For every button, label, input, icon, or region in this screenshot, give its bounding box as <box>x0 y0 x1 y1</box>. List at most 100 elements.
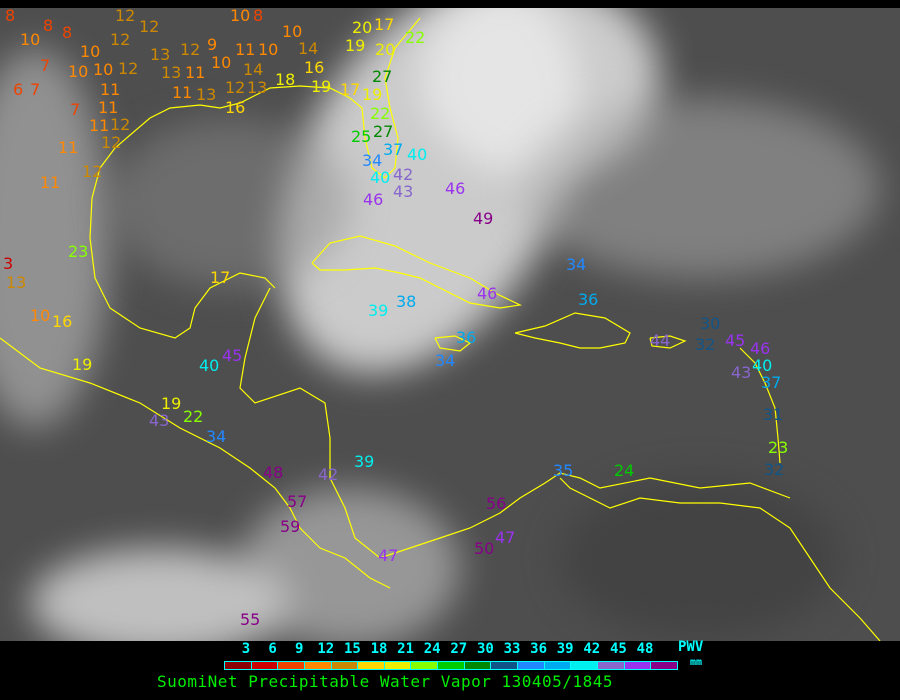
legend-swatch <box>384 662 412 669</box>
legend-tick-labels: 3 6 9 12 15 18 21 24 27 30 33 36 39 42 45 48 <box>222 641 662 659</box>
station-pwv-value: 12 <box>225 78 246 97</box>
station-pwv-value: 35 <box>553 461 574 480</box>
legend-tick: 39 <box>556 641 574 657</box>
legend-swatch <box>544 662 572 669</box>
legend-tick: 33 <box>503 641 521 657</box>
station-pwv-value: 38 <box>396 292 417 311</box>
map-caption: SuomiNet Precipitable Water Vapor 130405… <box>157 672 613 691</box>
station-pwv-value: 13 <box>161 63 182 82</box>
station-pwv-value: 16 <box>225 98 246 117</box>
legend-swatch <box>251 662 279 669</box>
legend-tick: 3 <box>241 641 251 657</box>
station-pwv-value: 43 <box>393 182 414 201</box>
station-pwv-value: 7 <box>30 80 41 99</box>
station-pwv-value: 16 <box>52 312 73 331</box>
unit-sub-label: mm <box>690 657 703 668</box>
legend-tick: 36 <box>530 641 548 657</box>
legend-tick: 9 <box>294 641 304 657</box>
lesser-antilles <box>739 347 781 464</box>
legend-tick: 48 <box>636 641 654 657</box>
legend-swatch <box>491 662 519 669</box>
cloud-band <box>110 118 350 288</box>
station-pwv-value: 22 <box>183 407 204 426</box>
station-pwv-value: 13 <box>150 45 171 64</box>
station-pwv-value: 10 <box>93 60 114 79</box>
station-pwv-value: 19 <box>345 36 366 55</box>
legend-swatch <box>331 662 359 669</box>
station-pwv-value: 17 <box>374 15 395 34</box>
station-pwv-value: 22 <box>405 28 426 47</box>
station-pwv-value: 24 <box>614 461 635 480</box>
station-pwv-value: 46 <box>363 190 384 209</box>
station-pwv-value: 40 <box>407 145 428 164</box>
station-pwv-value: 17 <box>210 268 231 287</box>
station-pwv-value: 44 <box>650 331 671 350</box>
legend-tick: 27 <box>450 641 468 657</box>
station-pwv-value: 8 <box>5 8 16 25</box>
coastlines <box>0 17 881 641</box>
station-pwv-value: 32 <box>764 460 785 479</box>
mexico-coast <box>89 167 276 339</box>
station-pwv-value: 55 <box>240 610 261 629</box>
station-pwv-value: 7 <box>70 100 81 119</box>
station-pwv-value: 36 <box>578 290 599 309</box>
station-pwv-value: 23 <box>768 438 789 457</box>
station-pwv-value: 36 <box>456 328 477 347</box>
station-pwv-value: 14 <box>298 39 319 58</box>
station-pwv-value: 45 <box>725 331 746 350</box>
station-pwv-value: 47 <box>495 528 516 547</box>
station-pwv-value: 8 <box>62 23 73 42</box>
station-pwv-value: 31 <box>763 405 784 424</box>
station-pwv-value: 34 <box>362 151 383 170</box>
station-pwv-value: 57 <box>287 492 308 511</box>
station-pwv-value: 10 <box>80 42 101 61</box>
legend-swatch <box>624 662 652 669</box>
station-pwv-value: 7 <box>40 56 51 75</box>
station-pwv-value: 8 <box>253 8 264 25</box>
legend-tick: 18 <box>370 641 388 657</box>
station-pwv-value: 13 <box>196 85 217 104</box>
hispaniola <box>514 312 631 349</box>
cloud-band <box>560 478 840 638</box>
station-pwv-value: 42 <box>318 465 339 484</box>
station-pwv-value: 10 <box>68 62 89 81</box>
station-pwv-value: 12 <box>101 133 122 152</box>
station-pwv-value: 34 <box>566 255 587 274</box>
jamaica <box>434 335 472 352</box>
station-pwv-value: 10 <box>282 22 303 41</box>
station-pwv-value: 3 <box>3 254 14 273</box>
station-pwv-value: 40 <box>752 356 773 375</box>
station-pwv-value: 18 <box>275 70 296 89</box>
station-pwv-value: 11 <box>172 83 193 102</box>
station-pwv-value: 17 <box>340 80 361 99</box>
legend-swatch <box>464 662 492 669</box>
legend-swatch <box>278 662 305 669</box>
legend-tick: 24 <box>423 641 441 657</box>
station-pwv-value: 12 <box>82 162 103 181</box>
legend-swatch <box>225 662 252 669</box>
station-pwv-value: 9 <box>207 35 218 54</box>
station-pwv-value: 6 <box>13 80 24 99</box>
station-pwv-value: 11 <box>185 63 206 82</box>
legend-swatch <box>518 662 545 669</box>
station-pwv-value: 8 <box>43 16 54 35</box>
station-pwv-value: 10 <box>258 40 279 59</box>
legend-swatch <box>651 662 677 669</box>
station-pwv-value: 32 <box>695 335 716 354</box>
satellite-map[interactable]: 8 8 10 7 6 7 8 10 10 10 12 11 11 7 11 12 12 11 12 11 12 12 12 1… <box>0 8 900 641</box>
station-pwv-value: 39 <box>354 452 375 471</box>
station-pwv-value: 10 <box>211 53 232 72</box>
legend-tick: 21 <box>397 641 415 657</box>
station-pwv-value: 48 <box>263 463 284 482</box>
station-pwv-value: 20 <box>375 40 396 59</box>
station-pwv-value: 34 <box>206 427 227 446</box>
station-pwv-value: 10 <box>30 306 51 325</box>
station-pwv-value: 19 <box>72 355 93 374</box>
station-pwv-value: 59 <box>280 517 301 536</box>
station-pwv-value: 12 <box>110 30 131 49</box>
station-pwv-value: 37 <box>383 140 404 159</box>
station-pwv-value: 12 <box>180 40 201 59</box>
pacific-coast <box>0 337 391 589</box>
station-pwv-value: 46 <box>477 284 498 303</box>
station-pwv-value: 14 <box>243 60 264 79</box>
